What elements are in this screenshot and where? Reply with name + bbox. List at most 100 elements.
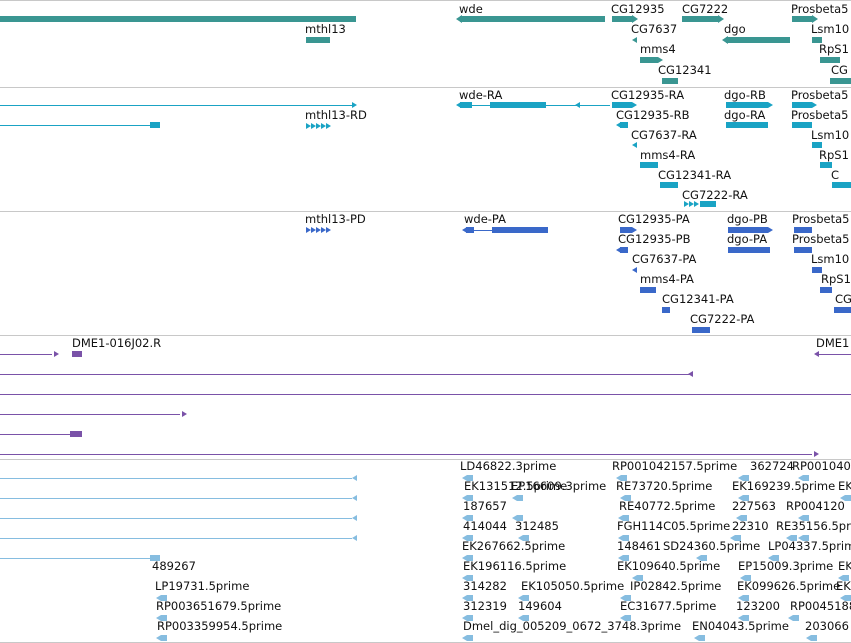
strand-arrow (462, 635, 467, 641)
strand-arrow (352, 495, 357, 501)
est-bar[interactable] (701, 555, 707, 561)
est-bar[interactable] (735, 535, 741, 541)
gene-bar[interactable] (812, 37, 822, 43)
est-bar[interactable] (625, 615, 631, 621)
est-bar[interactable] (743, 475, 749, 481)
est-bar[interactable] (467, 475, 473, 481)
est-bar[interactable] (523, 535, 529, 541)
est-bar[interactable] (743, 595, 749, 601)
transcript-label: RpS1 (819, 148, 849, 162)
cds[interactable] (640, 287, 656, 293)
est-bar[interactable] (791, 535, 797, 541)
exon[interactable] (620, 122, 628, 128)
est-bar[interactable] (467, 575, 473, 581)
est-bar[interactable] (467, 635, 473, 641)
est-bar[interactable] (467, 495, 473, 501)
cds[interactable] (620, 227, 632, 233)
strand-arrow (321, 227, 326, 233)
est-bar[interactable] (811, 635, 817, 641)
est-bar[interactable] (161, 635, 167, 641)
est-bar[interactable] (467, 555, 473, 561)
est-bar[interactable] (517, 495, 523, 501)
gene-bar[interactable] (726, 37, 790, 43)
gene-bar[interactable] (792, 16, 812, 22)
strand-arrow (618, 555, 623, 561)
cds[interactable] (812, 267, 822, 273)
est-bar[interactable] (150, 555, 160, 561)
est-bar[interactable] (621, 475, 627, 481)
est-bar[interactable] (637, 575, 643, 581)
est-bar[interactable] (623, 555, 629, 561)
est-bar[interactable] (773, 555, 779, 561)
protein-label: wde-PA (464, 212, 506, 226)
est-bar[interactable] (523, 615, 529, 621)
exon[interactable] (812, 142, 822, 148)
est-bar[interactable] (741, 515, 747, 521)
cds[interactable] (794, 247, 812, 253)
est-bar[interactable] (517, 515, 523, 521)
gene-bar[interactable] (612, 16, 632, 22)
est-bar[interactable] (745, 575, 751, 581)
est-bar[interactable] (743, 495, 749, 501)
est-bar[interactable] (793, 615, 799, 621)
est-bar[interactable] (843, 575, 849, 581)
exon[interactable] (490, 102, 546, 108)
est-bar[interactable] (699, 635, 705, 641)
est-bar[interactable] (623, 535, 629, 541)
est-bar[interactable] (161, 615, 167, 621)
clone-bar[interactable] (70, 431, 82, 437)
est-bar[interactable] (467, 515, 473, 521)
est-bar[interactable] (523, 595, 529, 601)
est-bar[interactable] (743, 615, 749, 621)
gene-bar[interactable] (640, 57, 658, 63)
est-bar[interactable] (467, 535, 473, 541)
gene-bar[interactable] (830, 78, 851, 84)
est-bar[interactable] (623, 515, 629, 521)
est-bar[interactable] (625, 495, 631, 501)
cds[interactable] (728, 227, 768, 233)
est-bar[interactable] (625, 595, 631, 601)
protein-label: RpS1 (821, 272, 851, 286)
cds[interactable] (662, 307, 670, 313)
est-bar[interactable] (467, 615, 473, 621)
exon[interactable] (612, 102, 632, 108)
est-bar[interactable] (845, 495, 851, 501)
est-bar[interactable] (803, 515, 809, 521)
cds[interactable] (794, 227, 812, 233)
cds[interactable] (492, 227, 548, 233)
cds[interactable] (820, 287, 832, 293)
strand-arrow (768, 555, 773, 561)
exon[interactable] (150, 122, 160, 128)
est-bar[interactable] (803, 535, 809, 541)
cds[interactable] (620, 247, 628, 253)
exon[interactable] (792, 122, 812, 128)
est-bar[interactable] (161, 595, 167, 601)
exon[interactable] (726, 102, 768, 108)
gene-bar[interactable] (662, 78, 678, 84)
exon[interactable] (660, 182, 678, 188)
gene-bar[interactable] (0, 16, 356, 22)
est-bar[interactable] (803, 475, 809, 481)
gene-bar[interactable] (820, 57, 840, 63)
gene-bar[interactable] (306, 37, 330, 43)
exon[interactable] (820, 162, 832, 168)
cds[interactable] (692, 327, 710, 333)
exon[interactable] (792, 102, 812, 108)
cds[interactable] (466, 227, 474, 233)
exon[interactable] (640, 162, 658, 168)
exon[interactable] (700, 201, 716, 207)
gene-label: wde (459, 2, 483, 16)
cds[interactable] (834, 307, 851, 313)
est-bar[interactable] (467, 595, 473, 601)
gene-bar[interactable] (460, 16, 605, 22)
exon[interactable] (832, 182, 851, 188)
exon[interactable] (726, 122, 768, 128)
intron-line (818, 354, 851, 355)
est-bar[interactable] (845, 595, 851, 601)
cds[interactable] (728, 247, 770, 253)
exon[interactable] (460, 102, 472, 108)
gene-bar[interactable] (682, 16, 718, 22)
clone-bar[interactable] (72, 351, 82, 357)
strand-arrow (618, 515, 623, 521)
est-label: RP001040 (792, 459, 851, 473)
